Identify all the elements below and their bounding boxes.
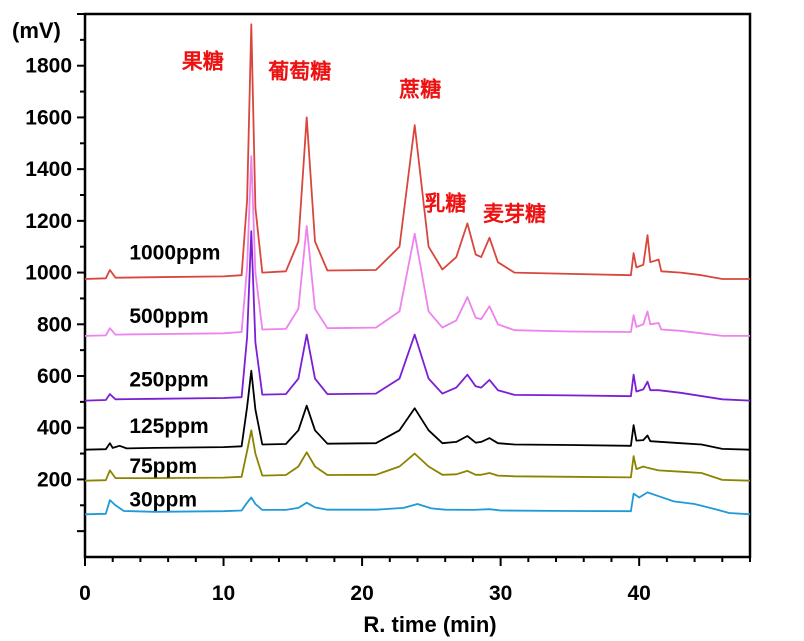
y-tick-label: 1000 xyxy=(25,262,72,285)
series-line-500ppm xyxy=(84,155,750,337)
y-tick-label: 1400 xyxy=(25,158,72,181)
x-tick-label: 20 xyxy=(350,582,373,605)
peak-label-4: 麦芽糖 xyxy=(483,202,546,226)
series-label-500ppm: 500ppm xyxy=(129,305,208,328)
y-tick-label: 1200 xyxy=(25,210,72,233)
peak-label-3: 乳糖 xyxy=(424,192,466,216)
labels-group: 1000ppm 500ppm 250ppm 125ppm 75ppm 30ppm 果糖 葡萄糖… xyxy=(129,49,546,511)
axes-group: 0 10 20 30 40 200 400 600 800 1000 1200 1400 1600 180… xyxy=(25,12,752,605)
y-tick-label: 800 xyxy=(37,313,72,336)
x-tick-label: 40 xyxy=(627,582,650,605)
series-line-1000ppm xyxy=(84,23,750,280)
series-label-75ppm: 75ppm xyxy=(129,455,197,478)
series-line-30ppm xyxy=(84,491,751,516)
series-line-250ppm xyxy=(84,230,751,402)
series-group xyxy=(84,23,751,516)
series-label-250ppm: 250ppm xyxy=(129,368,208,391)
y-tick-label: 400 xyxy=(37,417,72,440)
x-axis-title: R. time (min) xyxy=(363,612,496,637)
y-axis-title: (mV) xyxy=(12,18,61,43)
peak-label-1: 葡萄糖 xyxy=(267,60,331,84)
peak-label-0: 果糖 xyxy=(182,49,224,73)
series-label-1000ppm: 1000ppm xyxy=(129,242,220,265)
y-tick-label: 1800 xyxy=(25,55,72,78)
series-label-125ppm: 125ppm xyxy=(129,415,208,438)
y-tick-label: 1600 xyxy=(25,106,72,129)
x-tick-label: 10 xyxy=(212,582,235,605)
x-tick-label: 30 xyxy=(489,582,512,605)
series-label-30ppm: 30ppm xyxy=(129,489,197,512)
y-tick-label: 200 xyxy=(37,468,72,491)
x-tick-label: 0 xyxy=(79,582,91,605)
series-line-125ppm xyxy=(84,369,751,451)
y-tick-label: 600 xyxy=(37,365,72,388)
peak-label-2: 蔗糖 xyxy=(398,78,441,102)
series-line-75ppm xyxy=(84,429,751,482)
